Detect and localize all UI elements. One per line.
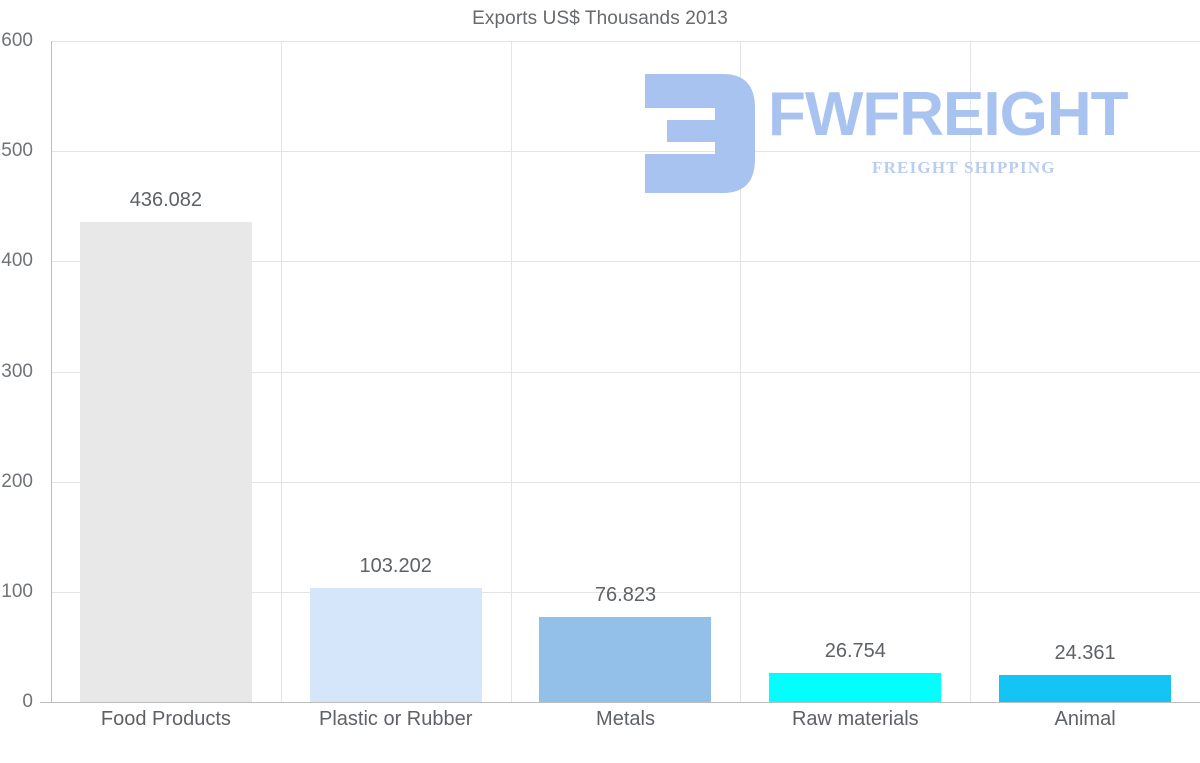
x-tick-label: Food Products [100, 708, 231, 730]
chart-title: Exports US$ Thousands 2013 [472, 8, 728, 29]
gridline-horizontal [51, 41, 1200, 42]
y-tick-label: 400 [1, 250, 33, 272]
bar[interactable] [79, 221, 252, 702]
x-tick-label: Raw materials [791, 708, 919, 730]
gridline-horizontal [51, 481, 1200, 483]
y-tick-label: 200 [1, 470, 33, 492]
y-tick-label: 600 [1, 30, 33, 51]
gridline-horizontal [51, 261, 1200, 263]
bar-group: 436.082 [51, 41, 281, 702]
x-axis-line [40, 702, 1200, 703]
gridline-horizontal [51, 371, 1200, 373]
y-tick-label: 500 [1, 140, 33, 162]
x-axis-category-labels: Food Products Plastic or Rubber Metals Raw … [51, 708, 1200, 748]
gridline-vertical [281, 41, 282, 702]
bar[interactable] [769, 672, 942, 702]
gridline-vertical [511, 41, 512, 702]
bar-group: 24.361 [970, 41, 1200, 702]
x-tick-label: Animal [1054, 708, 1116, 730]
bar[interactable] [999, 675, 1172, 702]
gridline-horizontal [51, 591, 1200, 593]
bar-value-label: 26.754 [824, 639, 886, 662]
bar-value-label: 24.361 [1054, 642, 1116, 665]
bar-group: 103.202 [281, 41, 511, 702]
gridline-horizontal [51, 151, 1200, 153]
bar-group: 76.823 [511, 41, 741, 702]
bar-value-label: 436.082 [129, 188, 203, 211]
y-tick-label: 100 [1, 580, 33, 602]
y-tick-label: 0 [22, 691, 33, 712]
y-axis-line [51, 41, 52, 702]
gridline-vertical [970, 41, 971, 702]
y-tick-label: 300 [1, 360, 33, 382]
bar-value-label: 76.823 [594, 584, 657, 607]
x-tick-label: Plastic or Rubber [318, 708, 473, 730]
gridline-vertical [740, 41, 741, 702]
x-tick-label: Metals [596, 708, 655, 730]
bar-group: 26.754 [740, 41, 970, 702]
bar[interactable] [539, 617, 712, 702]
bars-layer: 436.082 103.202 76.823 26.754 24.361 [51, 41, 1200, 702]
bar[interactable] [309, 588, 482, 702]
bar-value-label: 103.202 [359, 555, 432, 578]
